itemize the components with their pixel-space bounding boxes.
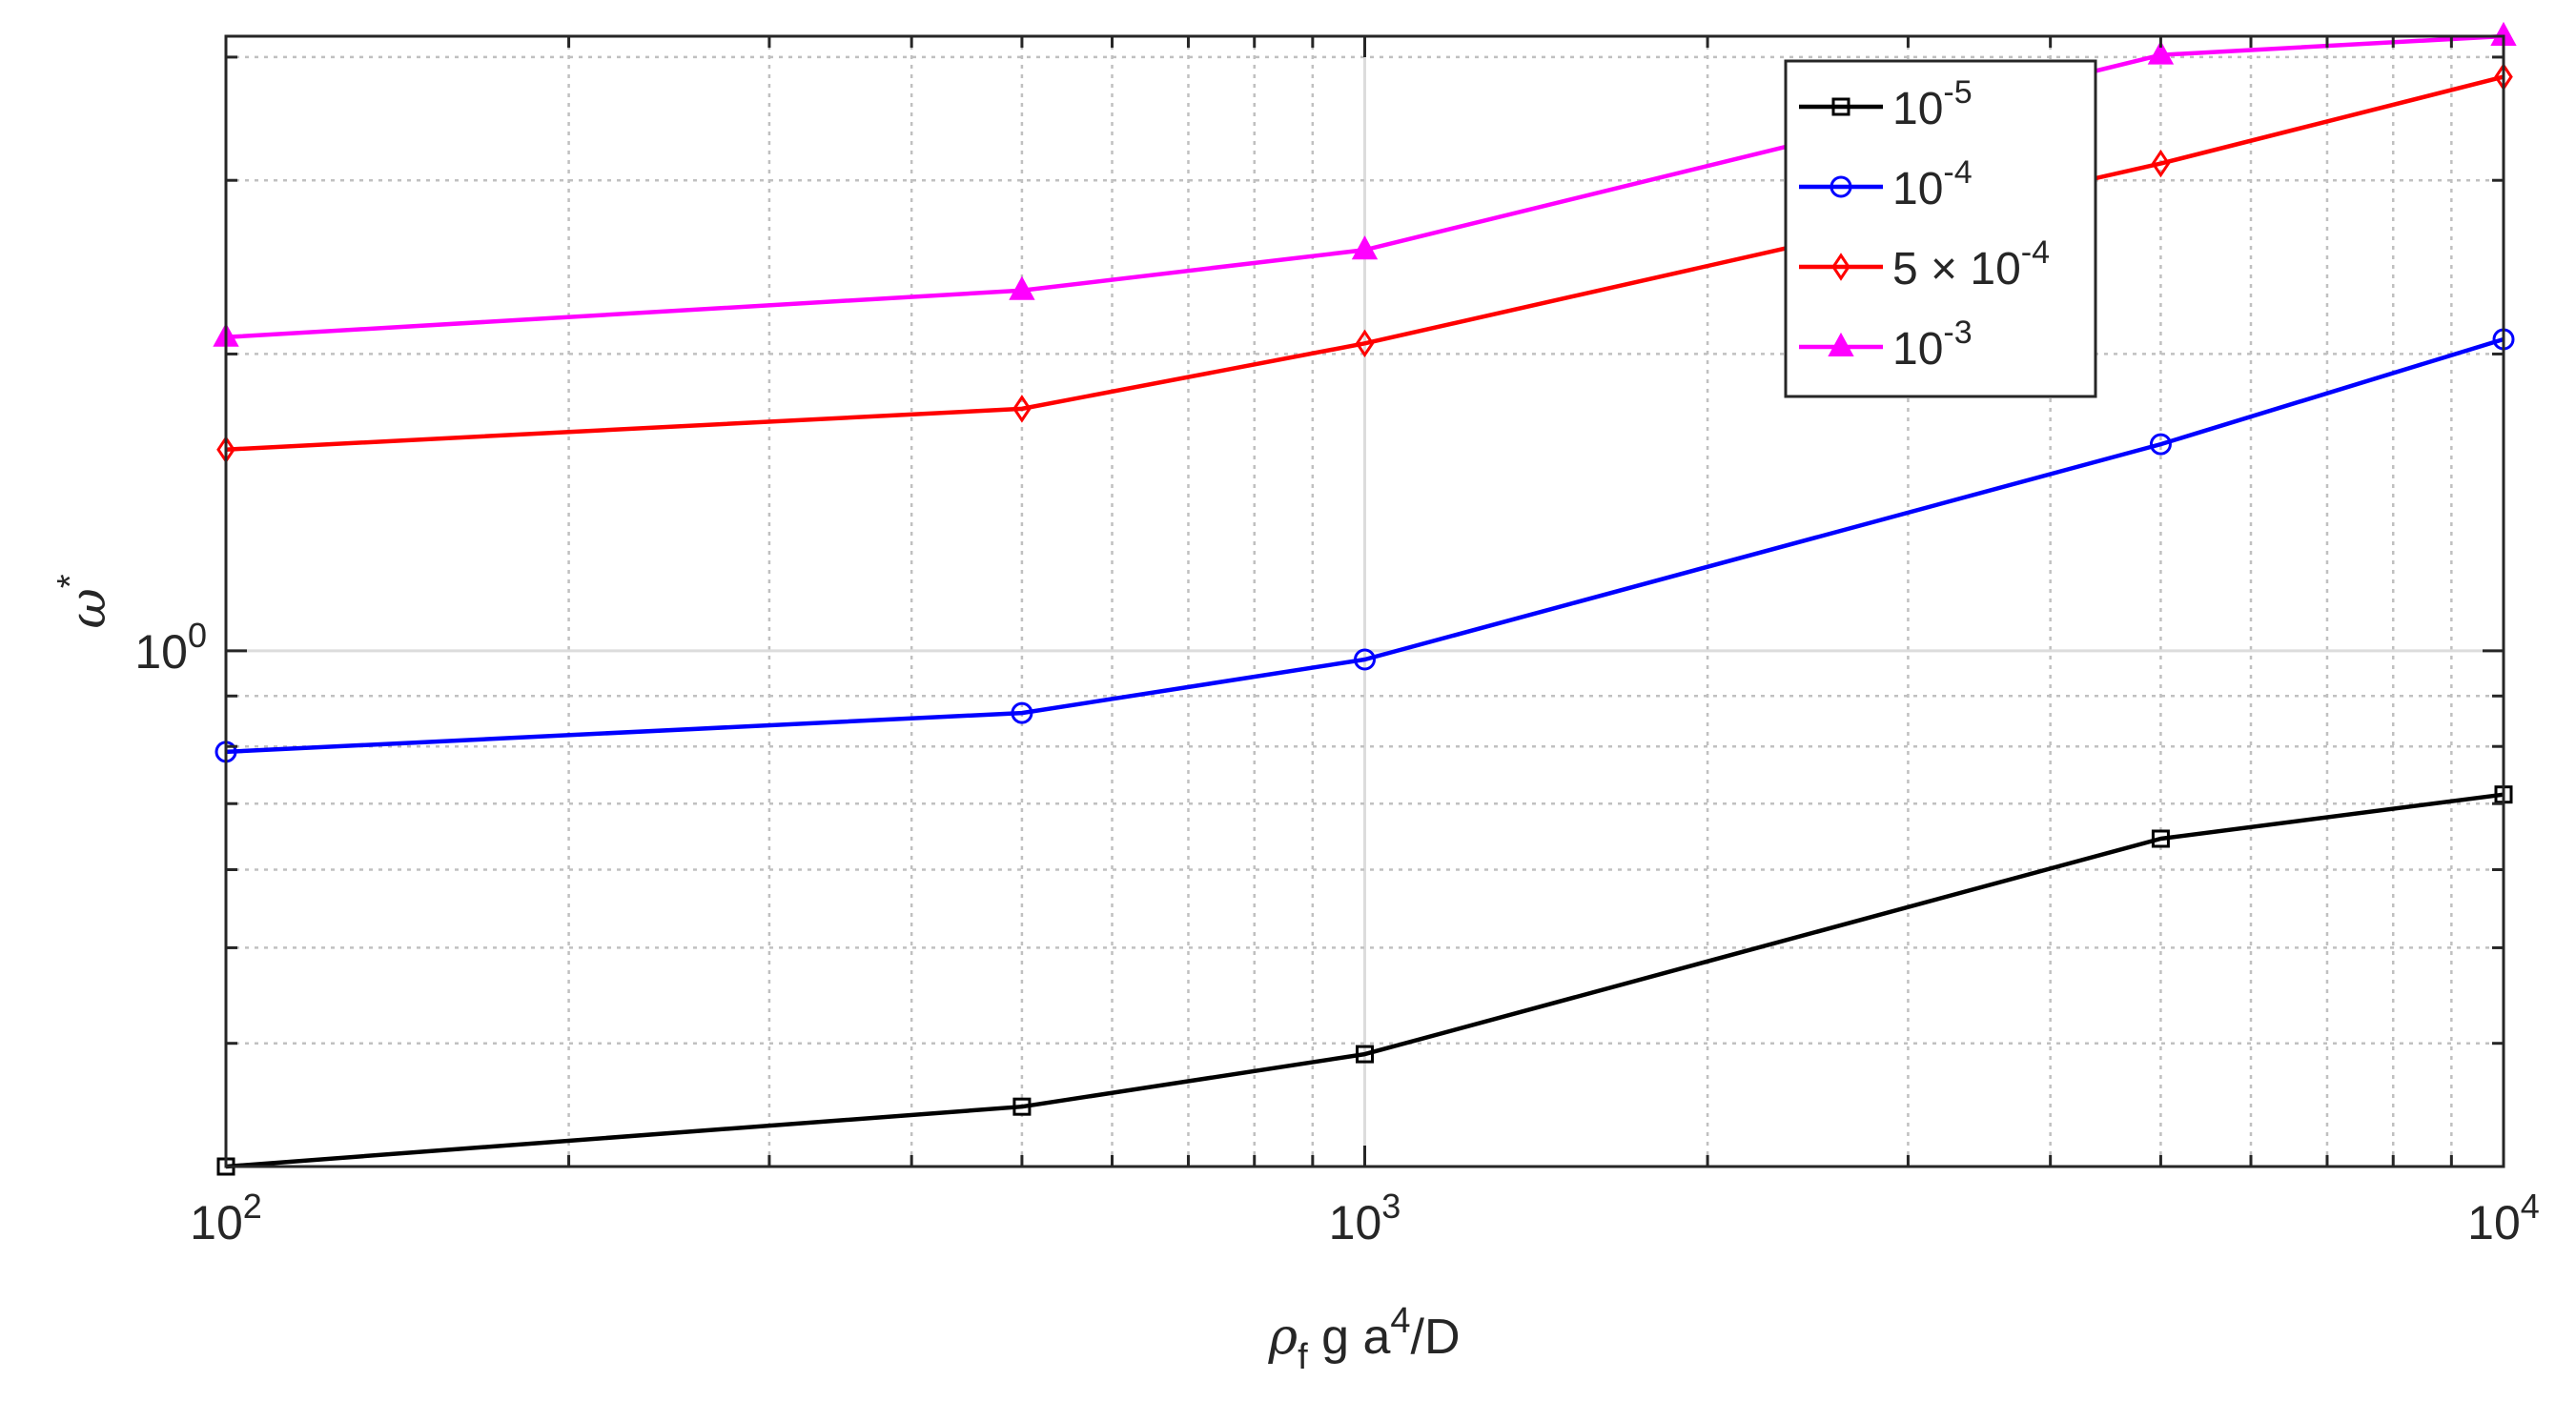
legend-label-base: 10 — [1892, 84, 1943, 134]
legend-label: 10-3 — [1892, 315, 1973, 375]
y-tick-label-base: 10 — [134, 625, 188, 679]
diamond-marker — [1831, 253, 1850, 281]
legend-entry: 10-4 — [1799, 154, 1973, 214]
x-tick-label-base: 10 — [2467, 1196, 2521, 1249]
square-marker — [1356, 1045, 1374, 1064]
legend-label: 5 × 10-4 — [1892, 234, 2050, 294]
legend-label-exponent: -4 — [1943, 154, 1972, 191]
x-axis-label-subscript: f — [1298, 1337, 1308, 1377]
y-tick-label-exponent: 0 — [188, 616, 207, 655]
y-axis-label-group: ω* — [51, 574, 117, 628]
legend-label: 10-4 — [1892, 154, 1973, 214]
legend-label-exponent: -3 — [1943, 315, 1972, 351]
diamond-marker — [2151, 149, 2171, 178]
series-line — [225, 792, 2504, 1169]
legend-entry: 5 × 10-4 — [1799, 234, 2050, 294]
x-axis-label-end: /D — [1411, 1309, 1461, 1365]
square-marker — [1012, 1097, 1032, 1116]
triangle-marker — [1009, 275, 1035, 300]
circle-marker — [1830, 175, 1852, 198]
y-axis-label-superscript: * — [51, 574, 91, 588]
series-lines — [213, 21, 2517, 1176]
legend-label-prefix: 5 × — [1892, 244, 1970, 294]
circle-marker — [2149, 433, 2172, 456]
legend-entry: 10-3 — [1799, 315, 1973, 375]
x-axis-label-superscript: 4 — [1390, 1301, 1410, 1341]
square-marker — [2151, 829, 2170, 848]
legend-label-exponent: -4 — [2021, 234, 2050, 271]
square-marker — [1831, 97, 1850, 116]
x-tick-label: 102 — [190, 1187, 262, 1249]
y-tick-label: 100 — [134, 616, 207, 679]
x-tick-label-exponent: 3 — [1381, 1187, 1400, 1226]
x-axis-label: ρf g a4/D — [1267, 1301, 1460, 1377]
legend-label-base: 10 — [1970, 244, 2020, 294]
x-tick-label-base: 10 — [190, 1196, 243, 1249]
legend-label-base: 10 — [1892, 324, 1943, 375]
diamond-marker — [1012, 395, 1032, 423]
triangle-marker — [2147, 40, 2175, 65]
x-tick-label-exponent: 4 — [2521, 1187, 2540, 1226]
x-tick-label-base: 10 — [1329, 1196, 1382, 1249]
axis-ticks — [224, 36, 2504, 1168]
diamond-marker — [1355, 329, 1375, 358]
circle-marker — [1354, 648, 1376, 671]
x-axis-label-middle: g a — [1308, 1309, 1391, 1365]
x-tick-label: 104 — [2467, 1187, 2540, 1249]
legend-label: 10-5 — [1892, 74, 1973, 134]
legend-label-base: 10 — [1892, 164, 1943, 214]
x-tick-label-exponent: 2 — [243, 1187, 262, 1226]
legend-entry: 10-5 — [1799, 74, 1973, 134]
series-4 — [213, 21, 2517, 347]
grid-lines — [224, 36, 2504, 1168]
y-axis-label: ω* — [51, 574, 117, 628]
legend-label-exponent: -5 — [1943, 74, 1972, 111]
x-tick-label: 103 — [1329, 1187, 1401, 1249]
legend: 10-510-45 × 10-410-3 — [1784, 59, 2097, 398]
circle-marker — [1011, 701, 1033, 724]
y-axis-label-omega: ω — [60, 588, 117, 628]
triangle-marker — [1828, 332, 1854, 356]
triangle-marker — [1351, 235, 1379, 260]
series-line — [225, 336, 2504, 755]
series-line — [225, 74, 2504, 452]
x-axis-label-rho: ρ — [1267, 1309, 1298, 1366]
